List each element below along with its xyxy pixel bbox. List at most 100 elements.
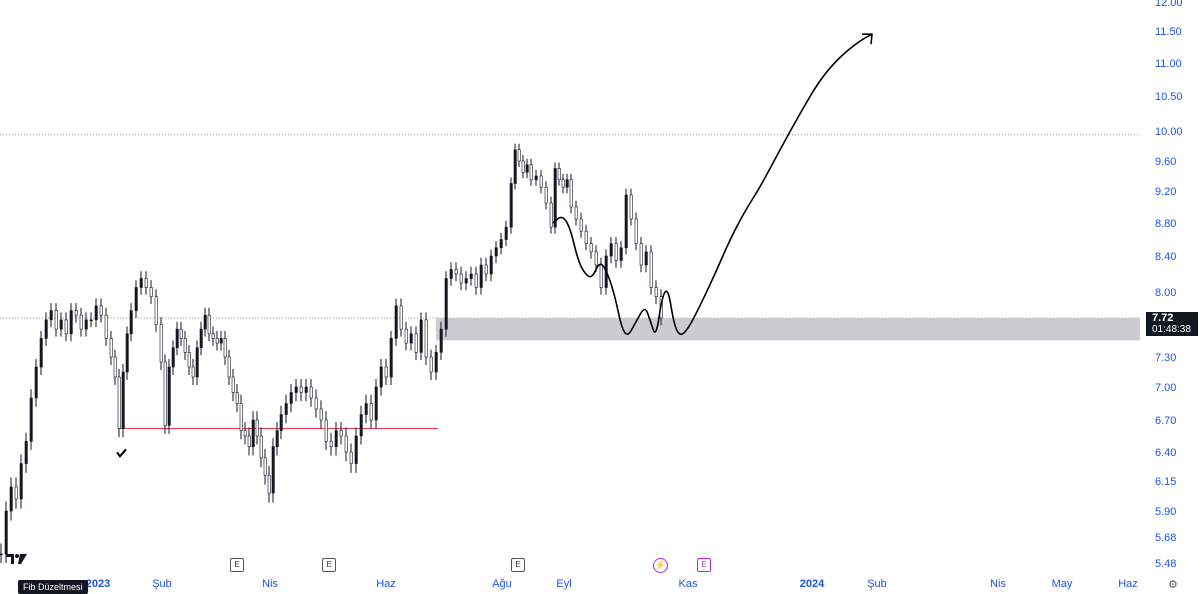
candle[interactable] <box>139 271 143 295</box>
candle[interactable] <box>14 477 18 509</box>
candle[interactable] <box>104 307 108 346</box>
candle[interactable] <box>125 326 129 380</box>
candle[interactable] <box>59 312 63 337</box>
earnings-marker[interactable]: E <box>322 558 336 572</box>
candle[interactable] <box>259 427 263 468</box>
candle[interactable] <box>129 303 133 342</box>
candle[interactable] <box>429 349 433 380</box>
candle[interactable] <box>263 448 267 485</box>
candle[interactable] <box>521 155 525 179</box>
candle[interactable] <box>24 432 28 473</box>
candle[interactable] <box>499 232 503 255</box>
candle[interactable] <box>187 344 191 375</box>
candle[interactable] <box>544 181 548 210</box>
candle[interactable] <box>99 298 103 323</box>
candle[interactable] <box>235 384 239 413</box>
candle[interactable] <box>284 394 288 424</box>
candle[interactable] <box>191 359 195 385</box>
candle[interactable] <box>649 245 653 295</box>
candle[interactable] <box>289 384 293 413</box>
candle[interactable] <box>175 321 179 356</box>
candle[interactable] <box>579 212 583 238</box>
candle[interactable] <box>459 266 463 291</box>
candle[interactable] <box>549 196 553 234</box>
candle[interactable] <box>639 237 643 273</box>
candle[interactable] <box>344 427 348 462</box>
candle[interactable] <box>121 364 125 438</box>
candle[interactable] <box>267 465 271 503</box>
candle[interactable] <box>64 312 68 342</box>
candle[interactable] <box>319 400 323 429</box>
candle[interactable] <box>589 237 593 259</box>
candle[interactable] <box>329 432 333 456</box>
candle[interactable] <box>4 501 8 563</box>
candle[interactable] <box>309 379 313 407</box>
candle[interactable] <box>339 422 343 445</box>
candle[interactable] <box>419 312 423 360</box>
candle[interactable] <box>644 245 648 273</box>
candle[interactable] <box>464 271 468 291</box>
candle[interactable] <box>89 312 93 328</box>
candle[interactable] <box>79 307 83 337</box>
fib-retracement-label[interactable]: Fib Düzeltmesi <box>18 580 88 594</box>
earnings-marker-upcoming[interactable]: E <box>697 558 711 572</box>
candle[interactable] <box>239 394 243 440</box>
candle[interactable] <box>569 173 573 214</box>
candle[interactable] <box>444 271 448 337</box>
candle[interactable] <box>469 266 473 286</box>
candle[interactable] <box>489 249 493 282</box>
candle[interactable] <box>479 257 483 295</box>
candle[interactable] <box>525 158 529 179</box>
candle[interactable] <box>54 303 58 337</box>
candle[interactable] <box>69 303 73 342</box>
earnings-marker[interactable]: E <box>230 558 244 572</box>
support-zone[interactable] <box>436 318 1140 341</box>
candle[interactable] <box>219 331 223 351</box>
candle[interactable] <box>394 298 398 346</box>
candle[interactable] <box>271 438 275 503</box>
candle[interactable] <box>227 349 231 385</box>
candle[interactable] <box>74 303 78 323</box>
candle[interactable] <box>149 280 153 305</box>
candle[interactable] <box>504 220 508 247</box>
flash-event-icon[interactable]: ⚡ <box>653 558 668 573</box>
candle[interactable] <box>211 326 215 346</box>
candle[interactable] <box>494 241 498 264</box>
candle[interactable] <box>279 405 283 440</box>
candle[interactable] <box>449 262 453 286</box>
candle[interactable] <box>324 411 328 450</box>
candle[interactable] <box>374 379 378 429</box>
candle[interactable] <box>424 312 428 365</box>
candle[interactable] <box>484 257 488 282</box>
candle[interactable] <box>183 331 187 360</box>
candle[interactable] <box>154 289 158 332</box>
candle[interactable] <box>255 411 259 445</box>
earnings-marker[interactable]: E <box>511 558 525 572</box>
candle[interactable] <box>529 158 533 186</box>
candle[interactable] <box>299 379 303 402</box>
candle[interactable] <box>434 344 438 380</box>
candle[interactable] <box>314 389 318 418</box>
candle[interactable] <box>44 312 48 346</box>
candle[interactable] <box>534 170 538 186</box>
candle[interactable] <box>364 394 368 424</box>
candle[interactable] <box>584 224 588 251</box>
candle[interactable] <box>215 331 219 351</box>
candle[interactable] <box>29 389 33 450</box>
candle[interactable] <box>634 212 638 251</box>
candle[interactable] <box>389 331 393 385</box>
candle[interactable] <box>399 298 403 337</box>
candle[interactable] <box>349 443 353 473</box>
candle[interactable] <box>454 262 458 282</box>
candle[interactable] <box>624 188 628 255</box>
candle[interactable] <box>199 321 203 356</box>
candle[interactable] <box>275 422 279 456</box>
candle[interactable] <box>247 427 251 456</box>
candle[interactable] <box>109 331 113 365</box>
candle[interactable] <box>113 349 117 385</box>
candle[interactable] <box>629 188 633 226</box>
candle[interactable] <box>304 379 308 402</box>
candle[interactable] <box>9 477 13 521</box>
candle[interactable] <box>207 307 211 342</box>
candle[interactable] <box>19 454 23 509</box>
